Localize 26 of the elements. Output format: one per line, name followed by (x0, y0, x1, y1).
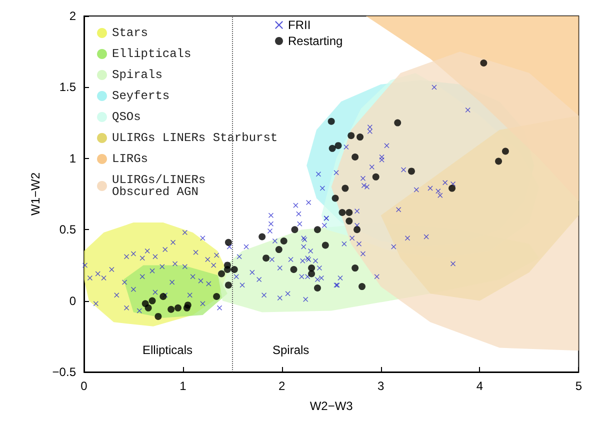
x-axis-title: W2−W3 (310, 399, 354, 413)
annotation: Ellipticals (142, 343, 192, 357)
legend-label: Spirals (112, 68, 162, 82)
x-tick-label: 1 (180, 379, 187, 393)
y-tick-label: 2 (69, 9, 76, 23)
y-tick-label: 0.5 (59, 222, 76, 237)
legend-label: QSOs (112, 110, 141, 124)
y-axis-title: W1−W2 (28, 172, 42, 216)
x-tick-label: 0 (80, 379, 88, 393)
y-tick-label: 1.5 (59, 80, 76, 94)
legend-label: FRII (288, 18, 311, 32)
x-tick-label: 2 (278, 379, 286, 393)
x-tick-label: 3 (377, 379, 384, 393)
y-tick-label: −0.5 (52, 365, 76, 379)
y-tick-label: 0 (69, 294, 76, 308)
x-tick-label: 5 (575, 379, 582, 393)
y-tick-label: 1 (69, 151, 76, 166)
annotation: Spirals (272, 343, 310, 357)
legend-label: Stars (112, 26, 148, 40)
legend-label: Ellipticals (112, 47, 192, 61)
legend-label: ULIRGs LINERs Starburst (112, 131, 278, 145)
x-tick-label: 4 (476, 379, 484, 393)
legend-label: ULIRGs/LINERs Obscured AGN (112, 173, 206, 199)
legend-label: Restarting (288, 34, 343, 48)
legend-label: Seyferts (112, 89, 170, 103)
legend-label: LIRGs (112, 152, 148, 166)
